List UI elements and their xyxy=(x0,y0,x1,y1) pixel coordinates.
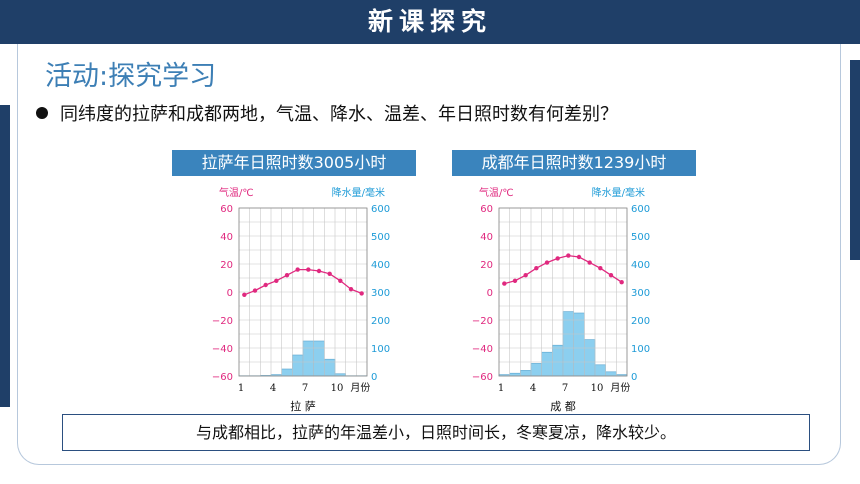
temp-point-5 xyxy=(284,273,290,278)
precip-tick-label: 0 xyxy=(371,372,377,383)
month-tick-label: 1 xyxy=(238,383,244,394)
left-accent-bar xyxy=(0,105,10,407)
temp-point-4 xyxy=(274,278,279,283)
temp-tick-label: −40 xyxy=(472,344,493,355)
precip-tick-label: 200 xyxy=(371,316,390,327)
temp-point-11 xyxy=(608,273,614,278)
temp-tick-label: −40 xyxy=(212,344,233,355)
precip-tick-label: 500 xyxy=(631,232,650,243)
temp-tick-label: −20 xyxy=(472,316,493,327)
temp-point-7 xyxy=(306,267,311,272)
precip-bar-10 xyxy=(594,364,606,377)
precip-bar-3 xyxy=(520,370,532,377)
temp-point-5 xyxy=(544,260,550,265)
plot-frame xyxy=(498,207,628,377)
temp-point-10 xyxy=(338,278,343,283)
month-tick-label: 4 xyxy=(270,383,276,394)
month-tick-label: 4 xyxy=(530,383,536,394)
temp-point-2 xyxy=(252,288,258,293)
temp-tick-label: 0 xyxy=(227,288,233,299)
temp-point-1 xyxy=(502,281,507,286)
precip-bar-9 xyxy=(584,339,596,377)
temp-point-12 xyxy=(359,291,364,296)
precip-tick-label: 300 xyxy=(371,288,390,299)
precip-tick-label: 100 xyxy=(371,344,390,355)
section-title: 活动:探究学习 xyxy=(45,61,217,92)
temp-point-8 xyxy=(576,254,582,260)
temp-point-6 xyxy=(295,267,300,272)
precip-tick-label: 300 xyxy=(631,288,650,299)
banner-chengdu: 成都年日照时数1239小时 xyxy=(452,150,696,176)
temp-axis-label: 气温/℃ xyxy=(219,186,254,199)
month-tick-label: 1 xyxy=(498,383,504,394)
header-title: 新课探究 xyxy=(367,7,492,36)
precip-tick-label: 400 xyxy=(371,260,390,271)
precip-bar-8 xyxy=(313,340,325,377)
header-bar: 新课探究 xyxy=(0,0,860,44)
temp-point-6 xyxy=(555,256,560,261)
temp-tick-label: −20 xyxy=(212,316,233,327)
temp-tick-label: −60 xyxy=(212,372,233,383)
bullet-icon xyxy=(36,107,48,119)
temp-tick-label: 0 xyxy=(487,288,493,299)
precip-axis-label: 降水量/毫米 xyxy=(332,186,385,199)
right-accent-bar xyxy=(850,60,860,260)
precip-tick-label: 0 xyxy=(631,372,637,383)
temp-point-9 xyxy=(327,271,332,276)
month-unit-label: 月份 xyxy=(610,382,630,394)
temp-point-12 xyxy=(619,280,624,285)
content-frame xyxy=(17,44,841,465)
banner-lhasa: 拉萨年日照时数3005小时 xyxy=(172,150,416,176)
precip-tick-label: 600 xyxy=(371,204,390,215)
city-label: 成 都 xyxy=(550,400,576,413)
city-label: 拉 萨 xyxy=(290,399,316,413)
month-tick-label: 7 xyxy=(302,383,308,394)
precip-tick-label: 400 xyxy=(631,260,650,271)
month-unit-label: 月份 xyxy=(350,382,370,394)
precip-bar-7 xyxy=(302,340,314,377)
precip-bar-2 xyxy=(509,372,521,377)
temp-point-1 xyxy=(242,292,247,297)
temp-point-7 xyxy=(566,253,571,258)
precip-bar-6 xyxy=(292,354,304,377)
precip-bar-6 xyxy=(552,344,564,377)
precip-bar-5 xyxy=(541,351,553,377)
temp-point-8 xyxy=(316,268,322,274)
temp-point-3 xyxy=(263,282,268,288)
month-tick-label: 7 xyxy=(562,383,568,394)
precip-axis-label: 降水量/毫米 xyxy=(592,186,645,199)
temp-tick-label: 40 xyxy=(480,232,493,243)
plot-frame xyxy=(238,207,368,377)
conclusion-text: 与成都相比，拉萨的年温差小，日照时间长，冬寒夏凉，降水较少。 xyxy=(195,423,676,442)
temp-tick-label: 20 xyxy=(480,260,493,271)
month-tick-label: 10 xyxy=(591,383,604,394)
precip-bar-11 xyxy=(605,371,617,377)
temp-point-3 xyxy=(523,273,528,278)
question: 同纬度的拉萨和成都两地，气温、降水、温差、年日照时数有何差别？ xyxy=(36,100,618,126)
temp-tick-label: −60 xyxy=(472,372,493,383)
precip-tick-label: 100 xyxy=(631,344,650,355)
temp-point-10 xyxy=(598,266,603,271)
precip-tick-label: 600 xyxy=(631,204,650,215)
precip-tick-label: 200 xyxy=(631,316,650,327)
temp-point-11 xyxy=(348,287,354,292)
precip-bar-8 xyxy=(573,312,585,377)
precip-bar-4 xyxy=(530,363,542,377)
temp-point-2 xyxy=(512,278,518,283)
precip-bar-7 xyxy=(562,311,574,377)
temp-tick-label: 60 xyxy=(480,204,493,215)
temp-point-4 xyxy=(534,266,539,271)
temp-axis-label: 气温/℃ xyxy=(479,186,514,199)
temp-tick-label: 20 xyxy=(220,260,233,271)
temp-tick-label: 40 xyxy=(220,232,233,243)
month-tick-label: 10 xyxy=(331,383,344,394)
question-text: 同纬度的拉萨和成都两地，气温、降水、温差、年日照时数有何差别？ xyxy=(60,104,618,125)
precip-bar-5 xyxy=(281,368,293,377)
conclusion-box: 与成都相比，拉萨的年温差小，日照时间长，冬寒夏凉，降水较少。 xyxy=(62,414,810,451)
precip-tick-label: 500 xyxy=(371,232,390,243)
temp-tick-label: 60 xyxy=(220,204,233,215)
temp-point-9 xyxy=(587,260,592,265)
